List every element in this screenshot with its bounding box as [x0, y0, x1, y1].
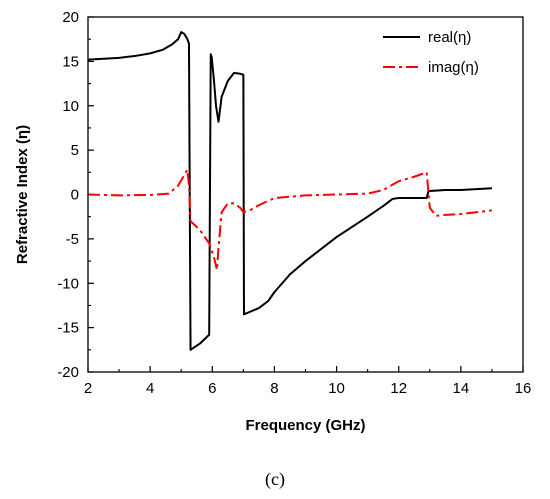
y-tick-label: -5	[66, 231, 79, 248]
y-tick-label: -15	[57, 320, 79, 337]
y-tick-label: 5	[71, 142, 79, 159]
figure-caption: (c)	[265, 469, 285, 490]
x-tick-label: 14	[453, 380, 470, 397]
x-tick-label: 12	[390, 380, 407, 397]
y-tick-label: 0	[71, 187, 79, 204]
x-tick-label: 2	[84, 380, 92, 397]
x-axis-title: Frequency (GHz)	[245, 417, 365, 434]
y-axis-title: Refractive Index (η)	[14, 125, 31, 264]
real-eta-line	[87, 31, 492, 351]
x-tick-label: 6	[208, 380, 216, 397]
x-tick-label: 4	[146, 380, 154, 397]
legend: real(η) imag(η)	[383, 29, 479, 76]
y-tick-label: 15	[62, 53, 79, 70]
legend-label: imag(η)	[428, 59, 479, 76]
y-tick-label: -10	[57, 275, 79, 292]
y-tick-label: 10	[62, 98, 79, 115]
imag-eta-line	[87, 168, 493, 271]
x-tick-label: 8	[270, 380, 278, 397]
y-tick-label: -20	[57, 364, 79, 381]
x-tick-label: 10	[328, 380, 345, 397]
legend-label: real(η)	[428, 29, 471, 46]
axis-ticks: 2 4 6 8 10 12 14 16 -20 -15 -10 -5 0 5 10 15 20	[57, 9, 531, 397]
y-tick-label: 20	[62, 9, 79, 26]
x-tick-label: 16	[515, 380, 532, 397]
series-lines	[87, 31, 493, 351]
plot-frame	[87, 16, 524, 373]
